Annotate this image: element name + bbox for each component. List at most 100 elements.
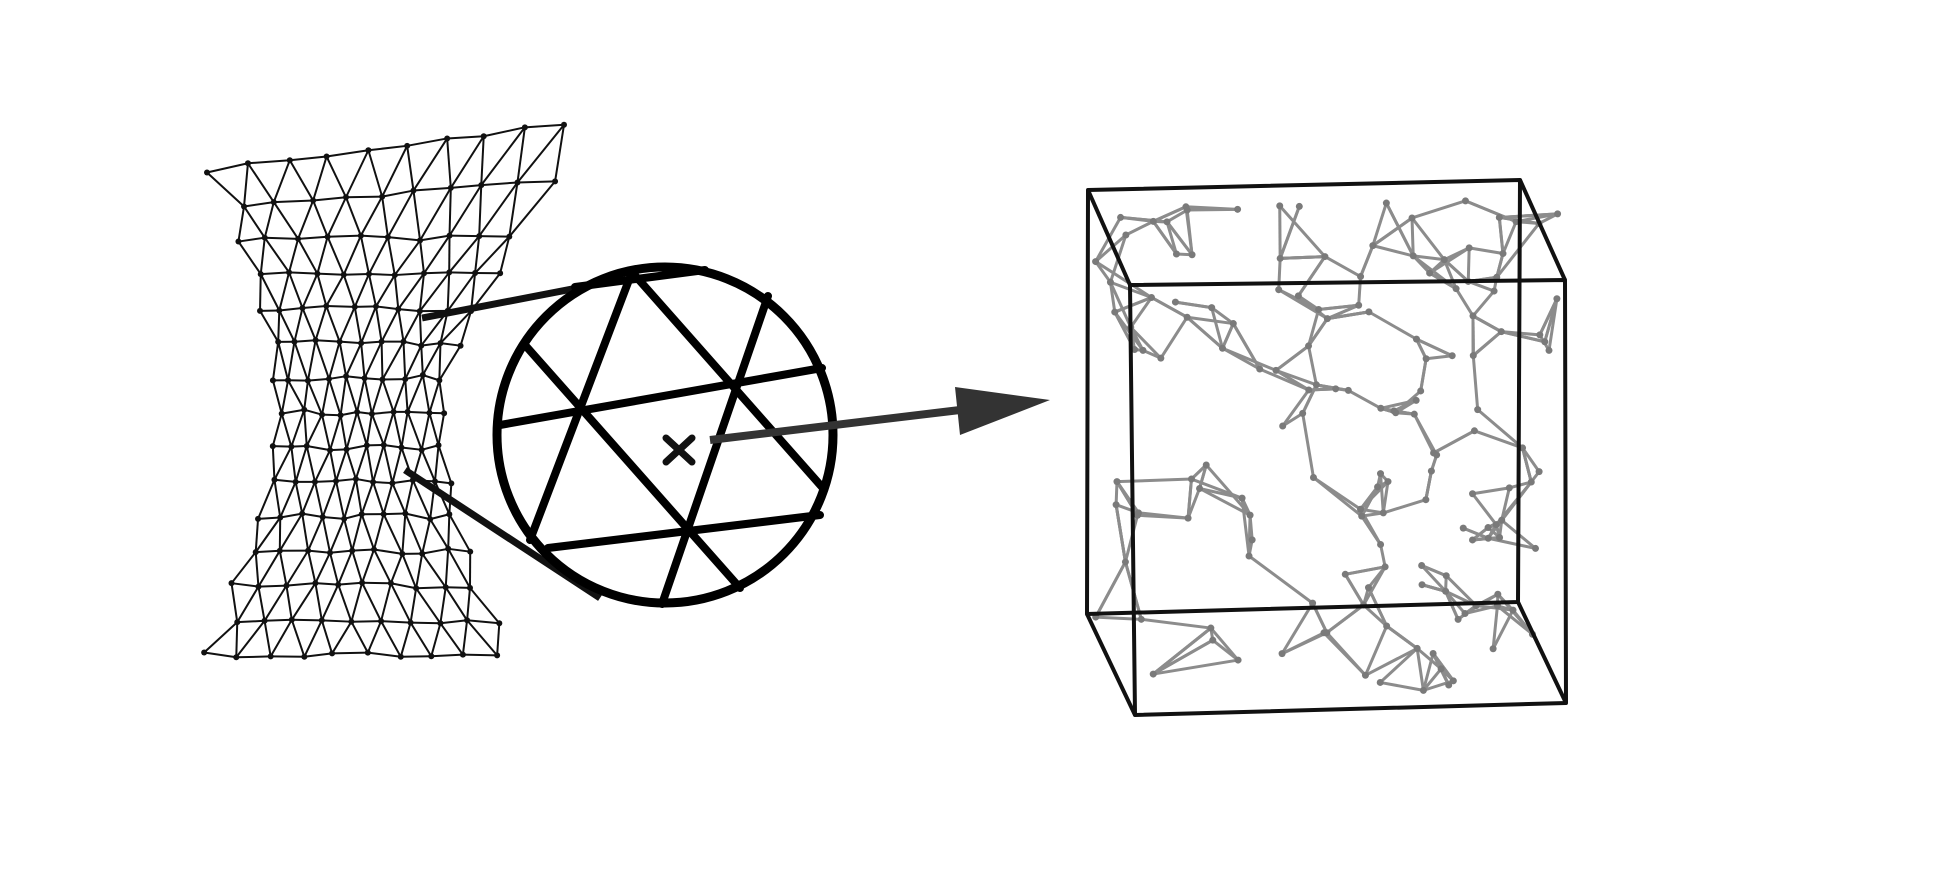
mesh-edge [338,341,348,377]
mesh-node [257,271,264,278]
mesh-edge [273,446,293,481]
mesh-edge [362,581,391,585]
fiber-node [1171,298,1179,306]
mesh-edge [230,583,239,623]
fiber-node [1234,205,1242,213]
fiber [1312,476,1363,518]
mesh-edge [305,414,323,447]
mesh-node [319,514,326,521]
mesh-edge [312,200,329,238]
mesh-node [343,373,350,380]
mesh-edge [328,341,341,380]
mesh-edge [206,171,245,208]
fiber-node [1202,461,1210,469]
fiber-node [1323,315,1331,323]
fiber-node [1541,338,1549,346]
mesh-edge [345,449,357,480]
mesh-node [457,342,464,349]
mesh-node [419,550,426,557]
fiber-node [1295,202,1303,210]
mesh-edge [446,138,452,188]
mesh-edge [481,181,518,187]
fiber-node [1469,312,1477,320]
mesh-edge [237,619,265,624]
mesh-node [391,272,398,279]
mesh-node [402,376,409,383]
mesh-edge [403,340,422,347]
fiber-node [1278,650,1286,658]
fiber-node [1470,427,1478,435]
mesh-edge [365,445,375,483]
mesh-node [326,375,333,382]
mesh-node [340,271,347,278]
mesh-node [459,651,466,658]
mesh-edge [370,379,384,415]
mesh-node [305,547,312,554]
mesh-edge [307,380,323,416]
mesh-edge [407,410,430,414]
fiber [1209,627,1240,662]
mesh-node [288,616,295,623]
fiber [1210,307,1224,349]
fiber [1372,244,1414,258]
fiber-node [1377,540,1385,548]
mesh-node [276,547,283,554]
fiber [1379,544,1387,568]
fiber-node [1218,344,1226,352]
fiber-node [1419,686,1427,694]
fiber [1385,624,1419,650]
mesh-edge [206,162,249,174]
fiber [1419,358,1428,392]
fiber [1186,316,1224,350]
mesh-edge [480,136,485,186]
mesh-edge [290,582,317,621]
mesh-edge [326,236,345,276]
mesh-node [397,653,404,660]
mesh-edge [312,156,328,201]
fiber-node [1134,511,1142,519]
mesh-edge [285,550,309,587]
mesh-node [447,184,454,191]
mesh-node [201,649,208,656]
mesh-edge [382,482,394,515]
mesh-edge [440,342,461,347]
mesh-edge [321,378,331,415]
mesh-edge [356,378,366,413]
fiber [1521,447,1541,473]
mesh-edge [345,375,365,380]
mesh-edge [353,306,363,344]
mesh-edge [360,481,375,515]
mesh-node [257,307,264,314]
fiber-node [1355,301,1363,309]
mesh-edge [404,379,409,413]
fiber-node [1279,422,1287,430]
mesh-edge [419,187,452,241]
mesh-edge [404,345,423,380]
mesh-edge [307,550,317,584]
mesh-node [476,233,483,240]
mesh-edge [381,379,395,413]
fiber-node [1499,250,1507,258]
fiber-node [1437,665,1445,673]
mesh-edge [419,234,450,242]
mesh-edge [419,240,425,274]
fiber [1297,294,1329,320]
fiber [1159,316,1189,359]
mesh-edge [361,340,382,345]
mesh-node [286,269,293,276]
mesh-edge [203,651,237,659]
fiber-node [1442,587,1450,595]
mesh-edge [280,512,303,519]
mesh-node [365,147,372,154]
fiber-node [1448,352,1456,360]
mesh-edge [474,236,511,274]
mesh-node [370,479,377,486]
mesh-edge [412,190,422,241]
mesh-edge [440,619,468,625]
mesh-node [271,476,278,483]
mesh-edge [317,272,344,276]
mesh-node [234,619,241,626]
mesh-edge [271,380,283,414]
fiber [1150,296,1188,319]
mesh-node [292,478,299,485]
